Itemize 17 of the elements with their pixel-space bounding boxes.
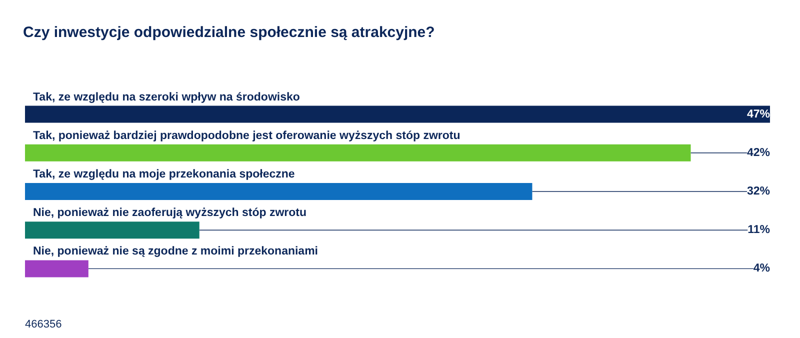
data-label: 47% (746, 108, 770, 120)
y-tick-label: Tak, ze względu na szeroki wpływ na środowisko (33, 91, 300, 104)
bar (25, 144, 691, 162)
bar (25, 183, 532, 200)
bar (25, 106, 770, 123)
data-label: 42% (746, 146, 770, 159)
text: 466356 (25, 318, 62, 330)
data-label: 4% (753, 262, 770, 275)
y-tick-label: Nie, ponieważ nie są zgodne z moimi przekonaniami (33, 246, 318, 258)
y-tick-label: Tak, ze względu na moje przekonania społeczne (33, 168, 295, 180)
bar (25, 222, 200, 239)
data-label: 11% (748, 224, 770, 236)
data-label: 32% (746, 186, 770, 198)
chart-title: Czy inwestycje odpowiedzialne społecznie są atrakcyjne? (23, 24, 435, 41)
y-tick-label: Tak, ponieważ bardziej prawdopodobne jest oferowanie wyższych stóp zwrotu (33, 130, 460, 142)
bar (25, 260, 88, 278)
y-tick-label: Nie, ponieważ nie zaoferują wyższych stóp zwrotu (33, 207, 306, 220)
